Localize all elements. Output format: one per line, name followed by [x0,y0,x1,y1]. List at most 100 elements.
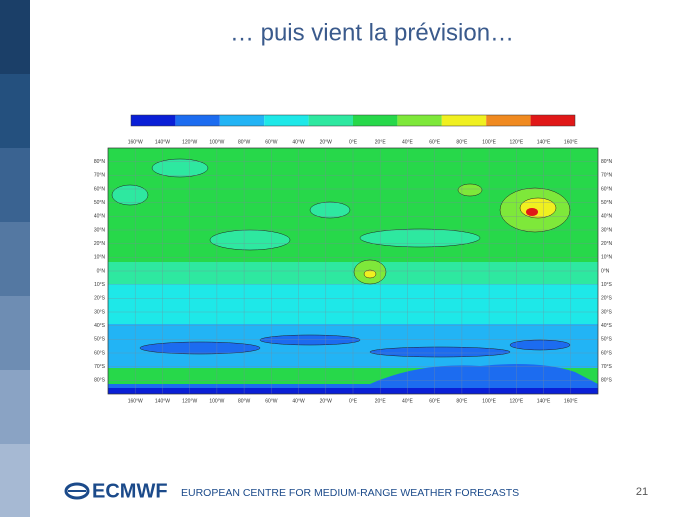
latitude-label: 70°S [601,364,613,370]
longitude-label: 100°W [209,398,224,404]
side-strip [0,0,30,517]
latitude-label: 60°N [601,186,613,192]
longitude-label: 40°W [292,398,305,404]
latitude-label: 40°N [601,214,613,220]
latitude-label: 50°N [94,200,106,206]
longitude-label: 160°E [564,398,578,404]
field-patch [209,229,291,251]
longitude-label: 100°E [482,139,496,145]
organization: EUROPEAN CENTRE FOR MEDIUM-RANGE WEATHER… [181,487,519,499]
latitude-label: 70°N [601,173,613,179]
field-patch [519,197,557,219]
page-number: 21 [636,486,648,498]
field-patch [309,201,351,219]
antarctic-low [108,364,598,394]
color-swatch [353,115,398,126]
color-swatch [264,115,309,126]
longitude-label: 40°E [402,139,414,145]
longitude-label: 20°W [320,398,333,404]
latitude-label: 50°S [601,337,613,343]
longitude-label: 140°E [537,398,551,404]
map: 160°W 160°W 140°W 140°W 120°W 120°W 100°W 100°W… [94,139,613,404]
latitude-label: 60°S [94,350,106,356]
latitude-label: 60°N [94,186,106,192]
latitude-label: 40°N [94,214,106,220]
color-swatch [397,115,442,126]
longitude-label: 40°E [402,398,414,404]
latitude-label: 10°N [601,255,613,261]
longitude-label: 80°W [238,398,251,404]
longitude-label: 140°W [155,139,170,145]
color-swatch [219,115,265,126]
color-swatch [530,115,575,126]
longitude-label: 140°E [537,139,551,145]
longitude-label: 120°W [182,398,197,404]
longitude-label: 120°E [509,398,523,404]
latitude-label: 50°N [601,200,613,206]
longitude-label: 160°W [128,139,143,145]
longitude-label: 80°E [456,139,468,145]
color-swatch [308,115,353,126]
latitude-label: 30°S [94,309,106,315]
longitude-label: 120°E [509,139,523,145]
logo-text: ECMWF [92,480,168,502]
color-swatch [131,115,176,126]
longitude-label: 120°W [182,139,197,145]
longitude-label: 60°E [429,139,441,145]
latitude-label: 80°S [601,378,613,384]
color-bar-frame [130,114,576,127]
latitude-label: 20°N [94,241,106,247]
latitude-label: 0°N [601,268,610,274]
latitude-label: 30°N [94,227,106,233]
longitude-label: 60°E [429,398,441,404]
color-swatch [486,115,531,126]
longitude-label: 100°E [482,398,496,404]
latitude-label: 70°N [94,173,106,179]
longitude-label: 20°E [375,139,387,145]
longitude-label: 20°W [320,139,333,145]
field-patch [111,184,149,206]
latitude-label: 80°S [94,378,106,384]
longitude-label: 100°W [209,139,224,145]
footer: ECMWF EUROPEAN CENTRE FOR MEDIUM-RANGE W… [64,480,648,502]
field-patch [363,269,377,279]
latitude-label: 30°S [601,309,613,315]
latitude-label: 70°S [94,364,106,370]
map-frame [107,147,599,395]
latitude-label: 20°S [601,296,613,302]
longitude-label: 80°E [456,398,468,404]
logo-mark [64,482,90,500]
field-patch [359,228,481,248]
latitude-label: 10°S [94,282,106,288]
color-swatch [441,115,487,126]
longitude-label: 60°W [265,139,278,145]
longitude-label: 0°E [349,398,358,404]
latitude-label: 30°N [601,227,613,233]
latitude-label: 10°S [601,282,613,288]
latitude-label: 10°N [94,255,106,261]
longitude-label: 160°E [564,139,578,145]
longitude-label: 0°E [349,139,358,145]
latitude-label: 40°S [94,323,106,329]
field-patch [369,346,511,358]
color-swatch [175,115,220,126]
latitude-label: 20°S [94,296,106,302]
latitude-label: 60°S [601,350,613,356]
latitude-label: 40°S [601,323,613,329]
color-bar [130,114,576,127]
field-patch [526,208,538,216]
latitude-label: 80°N [94,159,106,165]
slide-title: … puis vient la prévision… [230,19,514,46]
field-patch [259,334,361,346]
latitude-label: 80°N [601,159,613,165]
field-patch [457,183,483,197]
field-patch [139,341,261,355]
longitude-label: 160°W [128,398,143,404]
longitude-label: 20°E [375,398,387,404]
field-patch [151,158,209,178]
longitude-label: 60°W [265,398,278,404]
longitude-label: 80°W [238,139,251,145]
longitude-label: 40°W [292,139,305,145]
